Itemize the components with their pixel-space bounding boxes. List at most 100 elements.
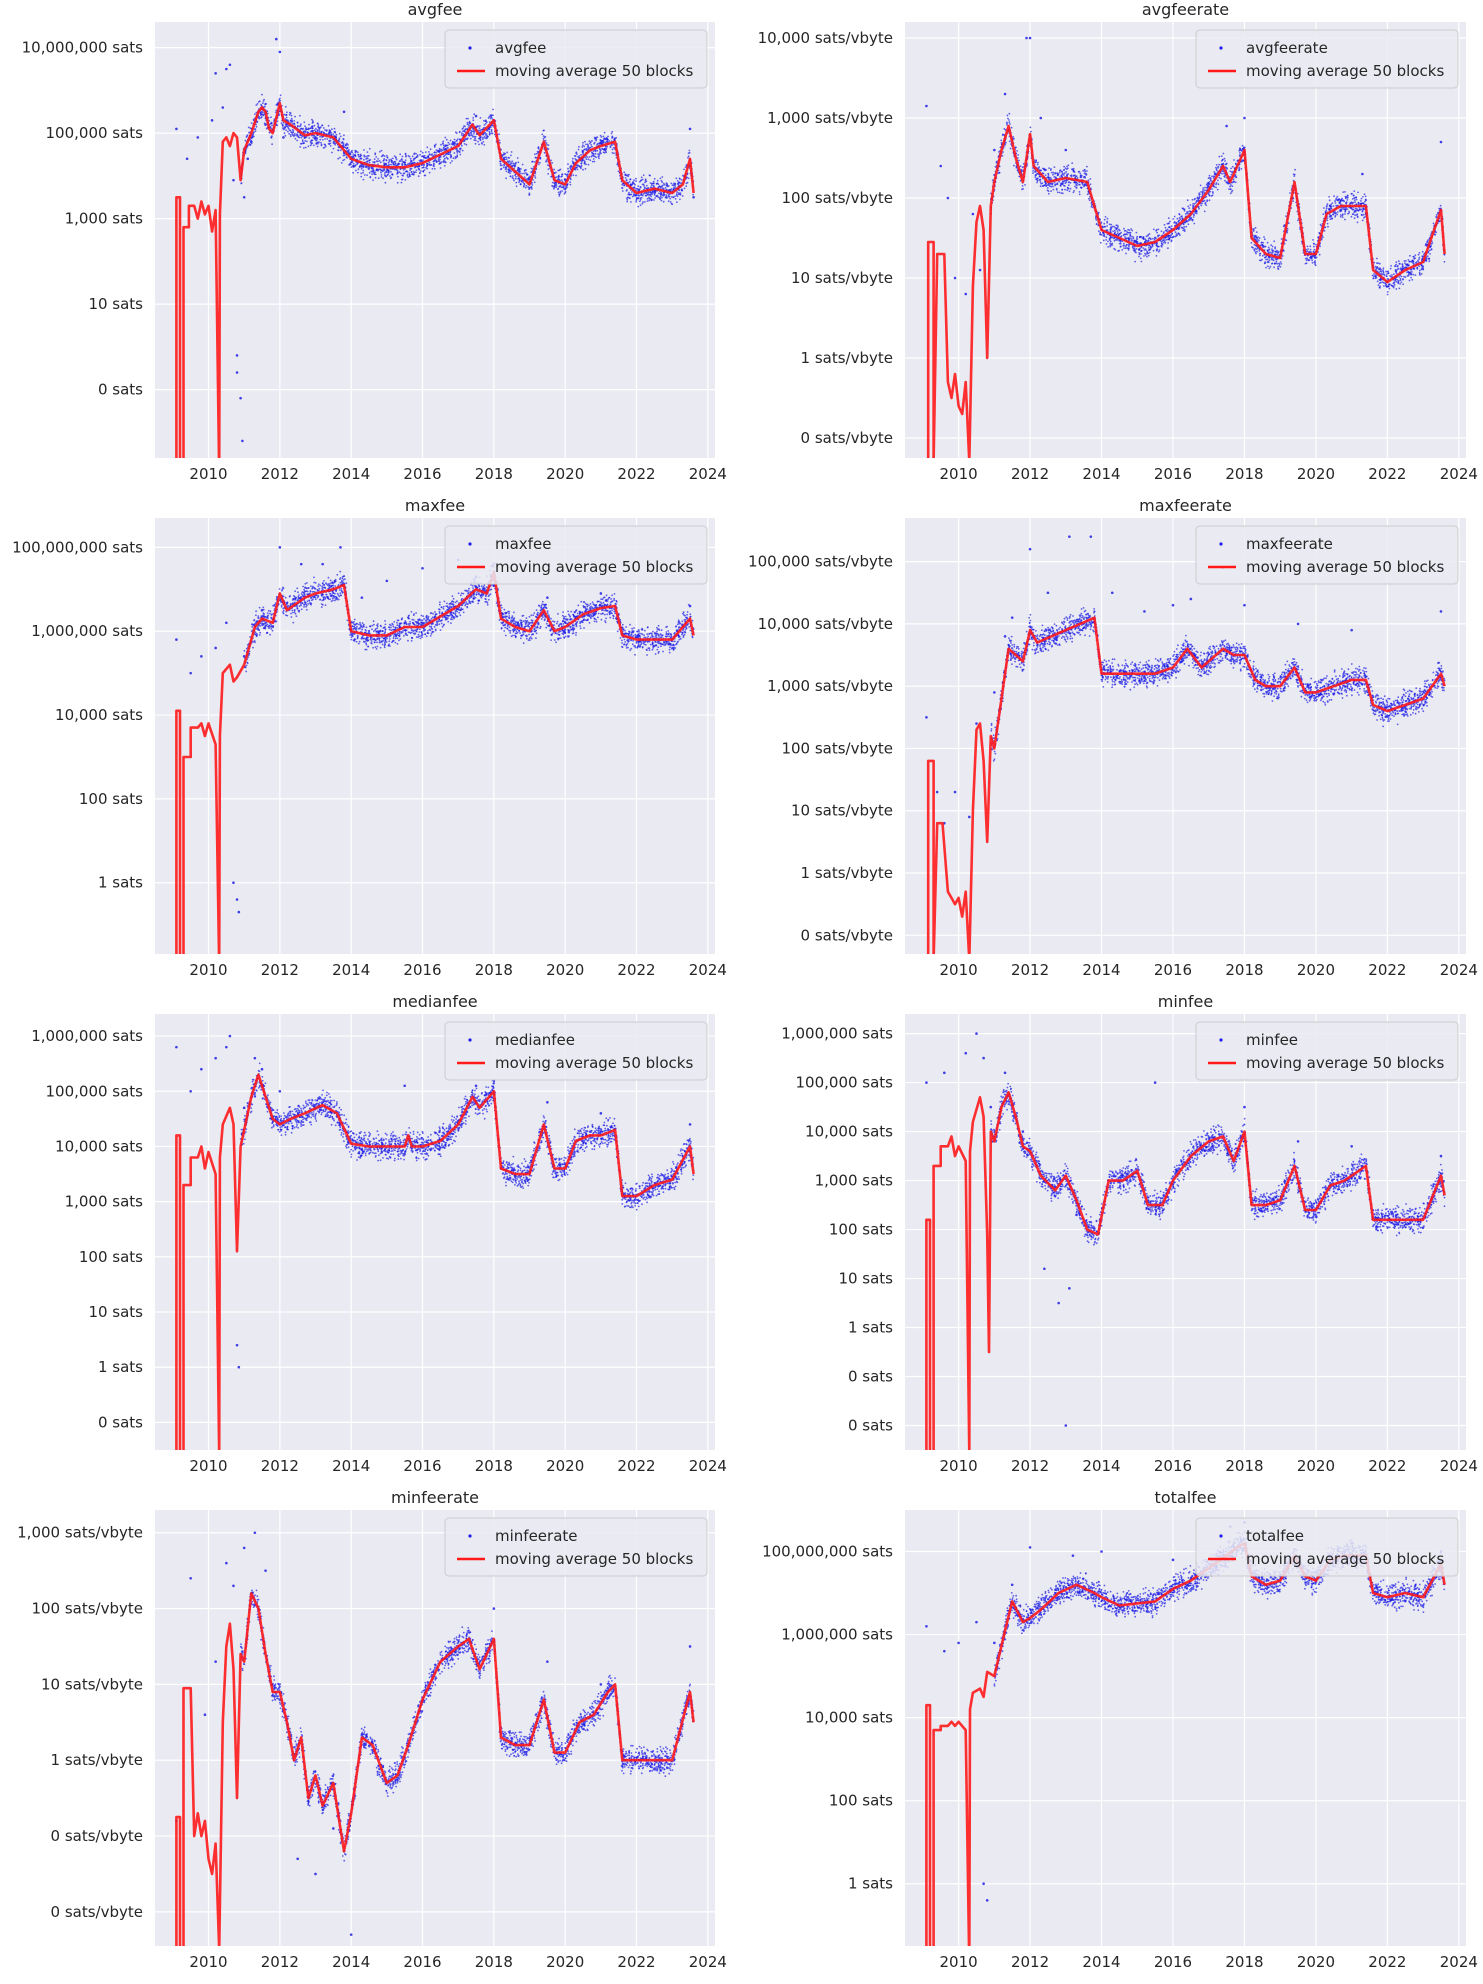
scatter-point bbox=[629, 178, 631, 181]
scatter-point bbox=[1285, 215, 1287, 218]
scatter-point bbox=[598, 153, 601, 156]
scatter-point bbox=[1324, 226, 1327, 229]
scatter-point bbox=[330, 133, 333, 136]
scatter-point bbox=[998, 165, 1001, 168]
scatter-point bbox=[278, 113, 281, 116]
scatter-point bbox=[581, 151, 584, 154]
scatter-point bbox=[604, 141, 607, 144]
scatter-point bbox=[515, 161, 517, 164]
scatter-point bbox=[1123, 227, 1125, 230]
scatter-point bbox=[1082, 176, 1085, 179]
scatter-point bbox=[1255, 236, 1257, 238]
scatter-point bbox=[1223, 157, 1226, 160]
scatter-point bbox=[313, 124, 316, 127]
scatter-point bbox=[564, 187, 567, 190]
scatter-point bbox=[1099, 231, 1102, 234]
scatter-point bbox=[558, 175, 560, 178]
scatter-point bbox=[356, 163, 358, 166]
scatter-point bbox=[1068, 181, 1070, 183]
scatter-point bbox=[399, 153, 402, 156]
scatter-point bbox=[384, 173, 386, 175]
scatter-point bbox=[366, 151, 369, 154]
scatter-point bbox=[289, 129, 292, 132]
scatter-point bbox=[371, 173, 373, 176]
scatter-point bbox=[650, 184, 653, 187]
scatter-point bbox=[631, 183, 634, 186]
scatter-point bbox=[674, 182, 676, 185]
scatter-point bbox=[1229, 185, 1231, 188]
scatter-point bbox=[552, 185, 554, 188]
scatter-point bbox=[1252, 230, 1255, 232]
scatter-point bbox=[1229, 192, 1232, 195]
scatter-point bbox=[508, 157, 511, 159]
scatter-point bbox=[252, 118, 255, 121]
scatter-point bbox=[1182, 229, 1185, 232]
scatter-point bbox=[1090, 205, 1093, 208]
scatter-point bbox=[1066, 165, 1068, 168]
scatter-point bbox=[383, 159, 385, 162]
scatter-point bbox=[503, 164, 506, 167]
scatter-point bbox=[390, 158, 392, 161]
scatter-point bbox=[1159, 239, 1162, 242]
scatter-point bbox=[1113, 229, 1116, 232]
scatter-point bbox=[1204, 189, 1206, 192]
scatter-point bbox=[995, 160, 998, 163]
scatter-point bbox=[1294, 168, 1296, 171]
scatter-point bbox=[342, 110, 346, 114]
scatter-point bbox=[667, 200, 670, 203]
scatter-point bbox=[347, 151, 350, 154]
scatter-point bbox=[299, 146, 302, 148]
scatter-point bbox=[420, 150, 422, 153]
scatter-point bbox=[1019, 179, 1022, 182]
scatter-point bbox=[1312, 239, 1314, 241]
scatter-point bbox=[594, 137, 597, 140]
scatter-point bbox=[566, 173, 569, 176]
scatter-point bbox=[311, 126, 314, 128]
scatter-point bbox=[379, 161, 382, 164]
scatter-point bbox=[591, 151, 593, 154]
scatter-point bbox=[546, 164, 549, 167]
scatter-point bbox=[681, 189, 684, 192]
scatter-point bbox=[598, 157, 600, 160]
scatter-point bbox=[296, 139, 299, 142]
scatter-point bbox=[278, 50, 282, 54]
y-tick-label: 100,000 sats bbox=[46, 124, 144, 142]
scatter-point bbox=[1131, 246, 1134, 249]
scatter-point bbox=[241, 439, 244, 443]
scatter-point bbox=[443, 159, 445, 162]
scatter-point bbox=[1140, 260, 1143, 263]
scatter-point bbox=[420, 164, 423, 167]
scatter-point bbox=[1276, 262, 1278, 265]
scatter-point bbox=[433, 159, 436, 162]
scatter-point bbox=[531, 184, 534, 186]
scatter-point bbox=[363, 154, 366, 157]
scatter-point bbox=[1187, 223, 1190, 226]
scatter-point bbox=[1263, 236, 1265, 238]
scatter-point bbox=[565, 173, 567, 176]
scatter-point bbox=[424, 151, 427, 154]
scatter-point bbox=[1272, 249, 1275, 252]
scatter-point bbox=[1277, 254, 1279, 257]
scatter-point bbox=[534, 176, 537, 179]
scatter-point bbox=[479, 129, 481, 132]
scatter-point bbox=[1306, 250, 1309, 253]
scatter-point bbox=[580, 162, 583, 165]
scatter-point bbox=[639, 198, 642, 201]
scatter-point bbox=[606, 137, 608, 139]
scatter-point bbox=[1052, 171, 1055, 174]
scatter-point bbox=[1086, 193, 1089, 196]
scatter-point bbox=[1130, 238, 1133, 241]
scatter-point bbox=[466, 127, 469, 130]
scatter-point bbox=[1078, 191, 1081, 193]
scatter-point bbox=[1136, 242, 1139, 245]
scatter-point bbox=[662, 200, 665, 203]
scatter-point bbox=[399, 160, 402, 162]
scatter-point bbox=[1241, 144, 1244, 147]
scatter-point bbox=[350, 163, 352, 166]
scatter-point bbox=[480, 128, 483, 131]
scatter-point bbox=[428, 171, 431, 174]
scatter-point bbox=[553, 187, 555, 190]
scatter-point bbox=[1160, 241, 1163, 243]
scatter-point bbox=[1254, 247, 1257, 250]
scatter-point bbox=[432, 164, 435, 167]
